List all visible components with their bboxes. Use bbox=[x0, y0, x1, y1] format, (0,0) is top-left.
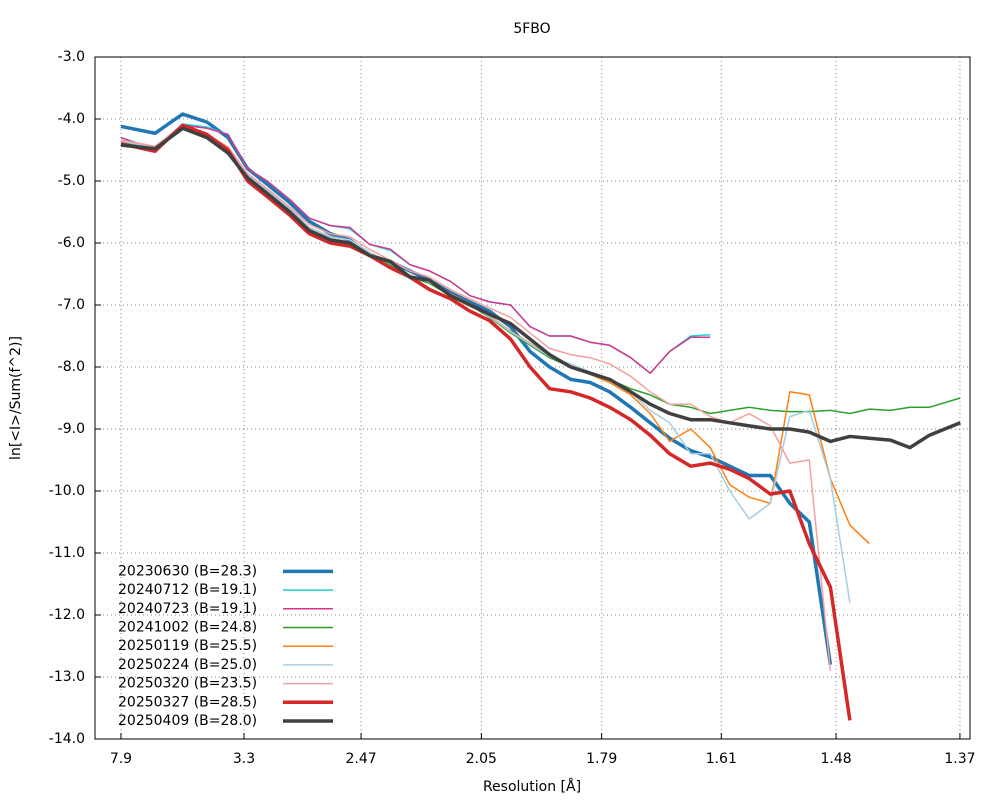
series-line bbox=[120, 124, 711, 374]
x-axis-label: Resolution [Å] bbox=[483, 778, 581, 795]
legend-label: 20240723 (B=19.1) bbox=[118, 601, 257, 617]
y-tick-label: -13.0 bbox=[49, 669, 85, 685]
y-tick-label: -10.0 bbox=[49, 483, 85, 499]
x-tick-label: 1.48 bbox=[820, 751, 851, 767]
x-tick-label: 3.3 bbox=[233, 751, 255, 767]
legend-label: 20250327 (B=28.5) bbox=[118, 694, 257, 710]
y-tick-label: -9.0 bbox=[58, 421, 85, 437]
legend-label: 20250320 (B=23.5) bbox=[118, 676, 257, 692]
series-line bbox=[120, 126, 961, 450]
series-line bbox=[120, 126, 851, 603]
x-tick-label: 1.37 bbox=[944, 751, 975, 767]
y-tick-label: -6.0 bbox=[58, 235, 85, 251]
legend-label: 20240712 (B=19.1) bbox=[118, 582, 257, 598]
x-tick-label: 1.79 bbox=[586, 751, 617, 767]
series-line bbox=[120, 125, 870, 545]
y-tick-label: -3.0 bbox=[58, 49, 85, 65]
y-tick-label: -8.0 bbox=[58, 359, 85, 375]
legend-label: 20230630 (B=28.3) bbox=[118, 563, 257, 579]
y-axis-label: ln[<I>/Sum(f^2)] bbox=[8, 336, 24, 460]
plot-frame bbox=[94, 56, 971, 740]
series-line bbox=[120, 127, 961, 415]
x-tick-label: 7.9 bbox=[110, 751, 132, 767]
y-tick-label: -11.0 bbox=[49, 545, 85, 561]
legend-label: 20250119 (B=25.5) bbox=[118, 638, 257, 654]
y-tick-label: -7.0 bbox=[58, 297, 85, 313]
legend-label: 20241002 (B=24.8) bbox=[118, 620, 257, 636]
legend-label: 20250224 (B=25.0) bbox=[118, 657, 257, 673]
x-tick-label: 2.47 bbox=[345, 751, 376, 767]
series-line bbox=[120, 123, 852, 721]
y-tick-label: -4.0 bbox=[58, 111, 85, 127]
series-line bbox=[120, 124, 832, 671]
y-tick-label: -14.0 bbox=[49, 731, 85, 747]
y-tick-label: -12.0 bbox=[49, 607, 85, 623]
series-line bbox=[120, 123, 711, 374]
x-tick-label: 2.05 bbox=[466, 751, 497, 767]
x-tick-label: 1.61 bbox=[706, 751, 737, 767]
legend-label: 20250409 (B=28.0) bbox=[118, 713, 257, 729]
chart-title: 5FBO bbox=[513, 21, 550, 37]
y-tick-label: -5.0 bbox=[58, 173, 85, 189]
